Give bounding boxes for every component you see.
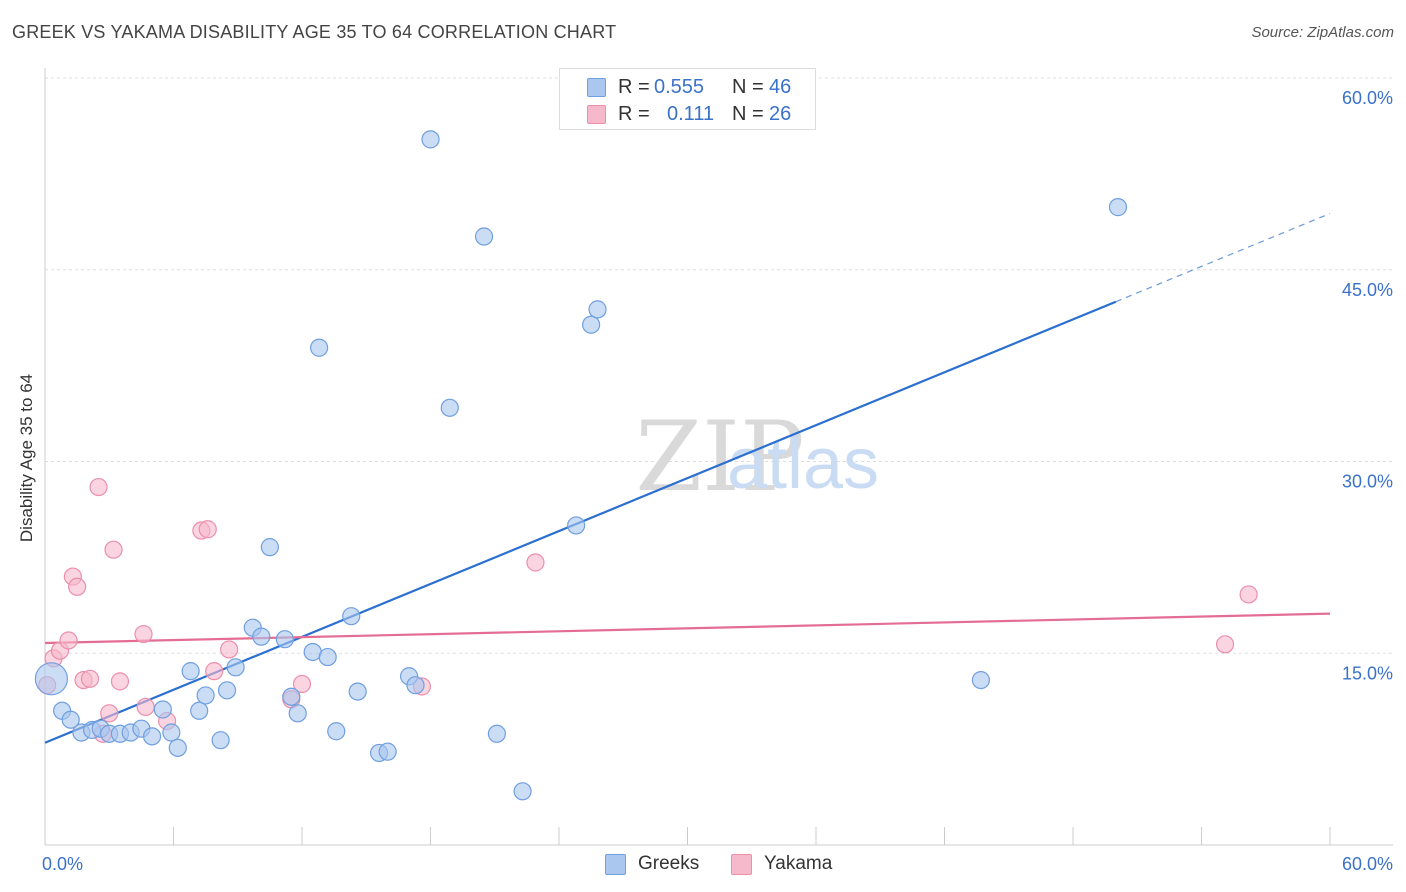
legend-row-greeks: R = 0.555 N = 46	[587, 74, 791, 100]
greeks-point	[168, 738, 187, 757]
greeks-swatch	[587, 77, 606, 97]
greeks-point	[153, 700, 172, 719]
legend-n-value: 26	[769, 102, 792, 125]
greeks-point	[406, 676, 425, 695]
greeks-point	[421, 130, 440, 149]
greeks-point	[440, 398, 459, 417]
greeks-point	[327, 722, 346, 741]
greeks-point	[971, 670, 991, 690]
greeks-point	[588, 300, 607, 319]
greeks-point	[282, 687, 301, 706]
greeks-point	[181, 662, 200, 681]
gridlines	[45, 77, 1393, 654]
legend-n-label: N =	[732, 75, 764, 98]
source-label: Source: ZipAtlas.com	[1251, 24, 1394, 41]
legend-r-label: R =	[618, 102, 650, 125]
y-tick-label: 45.0%	[1342, 280, 1393, 300]
legend-n-label: N =	[732, 102, 764, 125]
greeks-legend-label: Greeks	[638, 853, 700, 874]
legend-r-value: 0.111	[667, 102, 715, 125]
greeks-point	[310, 338, 329, 357]
yakama-point	[1215, 635, 1235, 654]
greeks-legend-swatch	[605, 853, 626, 875]
greeks-point	[142, 727, 162, 746]
yakama-point	[68, 577, 87, 596]
greeks-point	[275, 630, 294, 649]
yakama-point	[104, 540, 123, 559]
greeks-point	[1108, 198, 1128, 217]
yakama-point	[59, 631, 78, 650]
greeks-point	[582, 315, 601, 334]
y-tick-label: 30.0%	[1342, 472, 1393, 492]
watermark-atlas: atlas	[727, 424, 879, 504]
correlation-legend: R = 0.555 N = 46 R = 0.111 N = 26	[559, 68, 816, 130]
legend-r-value: 0.555	[654, 75, 705, 98]
greeks-point	[260, 538, 279, 557]
greeks-point	[318, 647, 337, 667]
data-points	[34, 130, 1258, 801]
greeks-point	[61, 710, 80, 729]
yakama-point	[100, 704, 119, 723]
greeks-point	[252, 627, 271, 646]
legend-r-label: R =	[618, 75, 650, 98]
yakama-point	[89, 477, 108, 497]
yakama-point	[526, 553, 545, 572]
greeks-point	[474, 227, 494, 246]
yakama-point	[110, 672, 130, 691]
yakama-point	[134, 624, 153, 644]
legend-n-value: 46	[769, 75, 792, 98]
y-tick-label: 15.0%	[1342, 663, 1393, 683]
yakama-point	[198, 520, 217, 539]
yakama-point	[1239, 585, 1258, 604]
greeks-point	[211, 731, 230, 750]
bottom-legend-greeks: Greeks	[605, 852, 699, 876]
greeks-trend-extension	[1115, 212, 1331, 303]
greeks-point	[226, 658, 245, 677]
greeks-point	[217, 681, 237, 700]
greeks-point	[34, 662, 69, 696]
yakama-legend-swatch	[731, 853, 752, 875]
greeks-point	[288, 704, 307, 723]
x-tick-label-min: 0.0%	[42, 854, 83, 874]
bottom-legend-yakama: Yakama	[731, 852, 832, 876]
yakama-point	[80, 669, 100, 688]
legend-row-yakama: R = 0.111 N = 26	[587, 101, 791, 127]
watermark-zip: ZIP	[635, 401, 804, 513]
greeks-point	[190, 701, 209, 720]
greeks-point	[513, 782, 532, 801]
yakama-point	[220, 640, 239, 659]
yakama-point	[292, 674, 312, 694]
yakama-point	[136, 697, 155, 717]
greeks-point	[162, 723, 181, 742]
tick-labels: 15.0% 30.0% 45.0% 60.0% 0.0% 60.0%	[42, 88, 1393, 874]
greeks-point	[378, 742, 397, 761]
greeks-point	[342, 607, 361, 626]
axes	[44, 68, 1393, 846]
greeks-point	[196, 686, 215, 705]
y-tick-label: 60.0%	[1342, 88, 1393, 108]
yakama-trend-line	[44, 612, 1331, 645]
greeks-point	[567, 516, 586, 535]
yakama-point	[205, 662, 224, 681]
yakama-legend-label: Yakama	[764, 853, 833, 874]
greeks-point	[487, 724, 506, 743]
chart-title: GREEK VS YAKAMA DISABILITY AGE 35 TO 64 …	[12, 22, 617, 42]
yakama-swatch	[587, 104, 606, 124]
greeks-point	[348, 682, 367, 701]
x-tick-label-max: 60.0%	[1342, 854, 1393, 874]
